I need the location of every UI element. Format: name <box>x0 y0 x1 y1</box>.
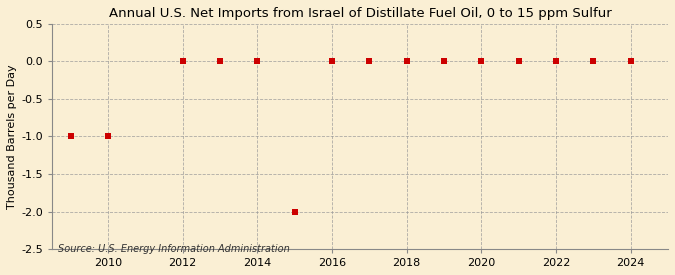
Point <box>289 209 300 214</box>
Point <box>513 59 524 64</box>
Point <box>178 59 188 64</box>
Point <box>439 59 450 64</box>
Point <box>65 134 76 139</box>
Point <box>476 59 487 64</box>
Point <box>364 59 375 64</box>
Point <box>103 134 113 139</box>
Point <box>252 59 263 64</box>
Point <box>215 59 225 64</box>
Text: Source: U.S. Energy Information Administration: Source: U.S. Energy Information Administ… <box>58 244 290 254</box>
Point <box>551 59 562 64</box>
Y-axis label: Thousand Barrels per Day: Thousand Barrels per Day <box>7 64 17 209</box>
Point <box>625 59 636 64</box>
Point <box>401 59 412 64</box>
Title: Annual U.S. Net Imports from Israel of Distillate Fuel Oil, 0 to 15 ppm Sulfur: Annual U.S. Net Imports from Israel of D… <box>109 7 612 20</box>
Point <box>588 59 599 64</box>
Point <box>327 59 338 64</box>
